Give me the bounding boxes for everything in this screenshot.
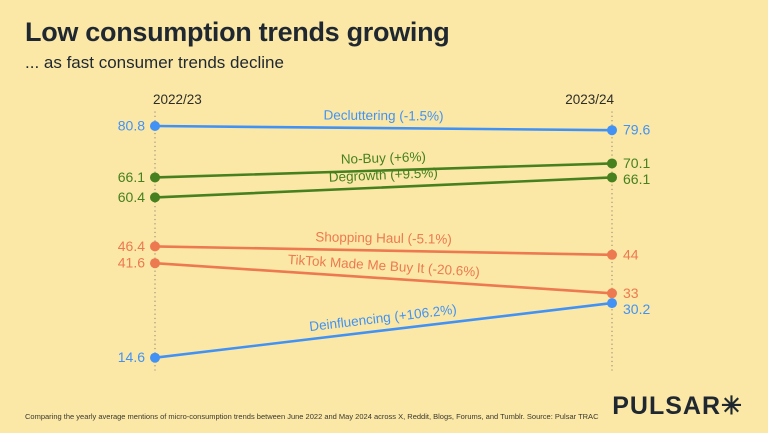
trend-label: No-Buy (+6%) (341, 149, 427, 167)
trend-dot-start (150, 258, 160, 269)
trend-dot-end (607, 125, 617, 136)
trend-line (153, 301, 614, 360)
start-value-label: 80.8 (118, 118, 145, 134)
start-value-label: 46.4 (118, 238, 145, 254)
start-value-label: 41.6 (118, 255, 145, 271)
trend-dot-end (607, 288, 617, 299)
trend-line (153, 176, 614, 199)
trend-dot-end (607, 158, 617, 169)
start-value-label: 60.4 (118, 189, 145, 205)
trend-dot-end (607, 249, 617, 260)
trend-label: TikTok Made Me Buy It (-20.6%) (287, 252, 480, 280)
end-value-label: 70.1 (623, 155, 650, 171)
trend-dot-start (150, 241, 160, 252)
end-value-label: 30.2 (623, 301, 650, 317)
end-value-label: 33 (623, 285, 639, 301)
pulsar-logo-text: PULSAR (612, 392, 722, 420)
trend-line (153, 124, 614, 132)
trend-dot-start (150, 192, 160, 203)
trend-dot-end (607, 298, 617, 309)
trend-dot-start (150, 352, 160, 363)
pulsar-logo: PULSAR✳ (612, 391, 742, 421)
asterisk-icon: ✳ (721, 392, 742, 420)
column-header-left: 2022/23 (153, 92, 202, 107)
end-value-label: 66.1 (623, 171, 650, 187)
chart-header: Low consumption trends growing ... as fa… (25, 17, 450, 73)
source-note: Comparing the yearly average mentions of… (25, 411, 599, 421)
start-value-label: 14.6 (118, 349, 145, 365)
trend-line (153, 162, 614, 179)
trend-label: Degrowth (+9.5%) (328, 165, 438, 185)
chart-title: Low consumption trends growing (25, 17, 450, 47)
slope-chart: 2022/23 2023/24 Decluttering (-1.5%) No-Buy… (118, 92, 650, 371)
chart-subtitle: ... as fast consumer trends decline (25, 53, 284, 72)
end-value-label: 44 (623, 246, 639, 262)
trend-label: Shopping Haul (-5.1%) (315, 229, 452, 247)
column-header-right: 2023/24 (565, 92, 614, 107)
trend-line (153, 245, 614, 257)
trend-dot-start (150, 172, 160, 183)
trend-dot-end (607, 172, 617, 183)
start-value-label: 66.1 (118, 169, 145, 185)
end-value-label: 79.6 (623, 122, 650, 138)
trend-dot-start (150, 121, 160, 131)
trend-line (153, 261, 614, 295)
trend-label: Decluttering (-1.5%) (323, 108, 443, 124)
